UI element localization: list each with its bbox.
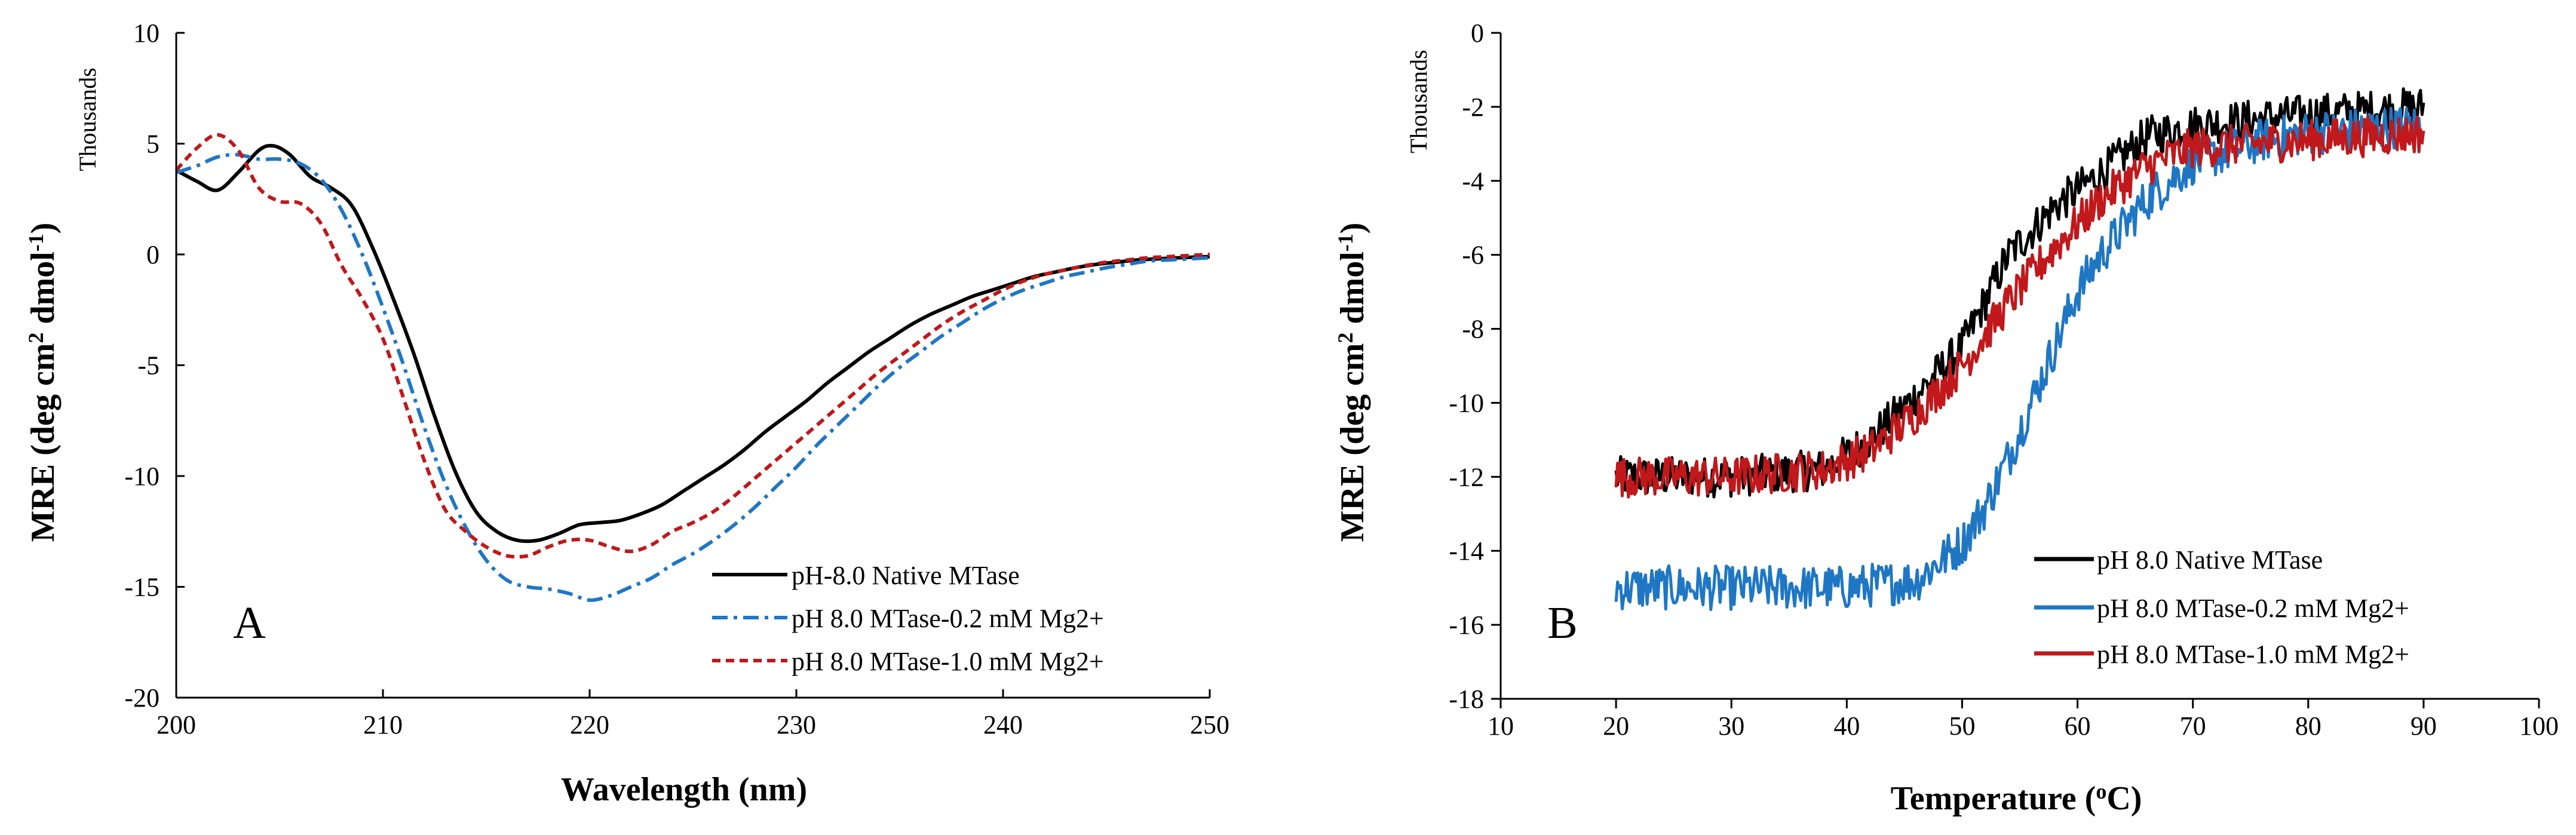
chart-a-y-tick-label: -20	[124, 683, 160, 713]
chart-a-y-tick-label: 0	[146, 240, 160, 269]
chart-b-y-tick-labels: 0 -2 -4 -6 -8 -10 -12 -14 -16 -18	[1449, 19, 1484, 714]
chart-b-panel-label: B	[1547, 598, 1578, 648]
chart-a-x-axis-label: Wavelength (nm)	[561, 771, 807, 808]
chart-b-legend-label-native: pH 8.0 Native MTase	[2097, 545, 2323, 575]
chart-a-y-tick-labels: 10 5 0 -5 -10 -15 -20	[124, 19, 160, 713]
chart-a-ylabel-mid: dmol	[24, 251, 62, 332]
chart-b-ylabel-main: MRE (deg cm	[1334, 343, 1371, 542]
chart-b-y-tick-label: -2	[1462, 93, 1484, 122]
chart-b-y-tick-label: -12	[1449, 462, 1484, 492]
chart-b-y-tick-label: 0	[1471, 19, 1484, 48]
chart-b-ylabel-mid: dmol	[1334, 251, 1371, 332]
chart-b-x-tick-label: 50	[1949, 711, 1975, 741]
chart-a-legend-label-native: pH-8.0 Native MTase	[792, 561, 1020, 590]
chart-b-series-2-line	[1614, 115, 2425, 499]
chart-a-ylabel-sup2: -1	[24, 234, 48, 251]
chart-b-y-axis-label: MRE (deg cm2 dmol-1)	[1333, 223, 1371, 542]
chart-a-y-tick-label: -15	[124, 573, 160, 602]
chart-a-legend-label-mg02: pH 8.0 MTase-0.2 mM Mg2+	[792, 604, 1104, 633]
chart-b-legend: pH 8.0 Native MTase pH 8.0 MTase-0.2 mM …	[2034, 545, 2409, 669]
chart-a-ylabel-main: MRE (deg cm	[24, 343, 62, 542]
chart-a-x-tick-label: 230	[777, 710, 816, 739]
chart-b-legend-label-mg10: pH 8.0 MTase-1.0 mM Mg2+	[2097, 640, 2409, 669]
chart-b-ylabel-sup2: -1	[1333, 234, 1357, 251]
chart-a-series-group	[174, 133, 1210, 602]
chart-a-x-tick-label: 210	[363, 710, 403, 739]
chart-b-series-group	[1614, 87, 2425, 612]
chart-b-y-tick-label: -6	[1462, 241, 1484, 270]
chart-b-x-tick-label: 60	[2065, 711, 2091, 741]
chart-b-xlabel-end: C)	[2106, 780, 2142, 817]
chart-a-y-tick-label: 5	[146, 130, 160, 159]
chart-b-x-tick-label: 10	[1488, 711, 1514, 741]
chart-b-x-axis-label: Temperature (oC)	[1891, 779, 2142, 817]
chart-a-series-1-line	[176, 152, 1210, 602]
chart-a-panel-label: A	[233, 598, 266, 648]
chart-a-y-unit-label: Thousands	[74, 67, 101, 171]
chart-a-ylabel-sup1: 2	[24, 333, 48, 343]
chart-b-y-tick-label: -10	[1449, 388, 1484, 418]
chart-a-series-2-line	[174, 133, 1210, 559]
chart-b-y-tick-label: -14	[1449, 536, 1484, 566]
chart-b-x-tick-label: 40	[1833, 711, 1860, 741]
chart-a-y-tick-label: -5	[137, 351, 160, 380]
chart-a-ylabel-end: )	[24, 223, 62, 234]
chart-b-ylabel-end: )	[1334, 223, 1371, 234]
chart-b: 10 20 30 40 50 60 70 80 90 100 0-2-4-6-8-10-12-14…	[1333, 19, 2559, 817]
chart-a-x-tick-label: 220	[570, 710, 609, 739]
chart-b-legend-label-mg02: pH 8.0 MTase-0.2 mM Mg2+	[2097, 594, 2409, 623]
chart-a-y-axis-label: MRE (deg cm2 dmol-1)	[24, 223, 62, 542]
chart-b-x-tick-label: 80	[2295, 711, 2322, 741]
chart-b-ticks	[1491, 32, 2540, 708]
chart-a-x-tick-labels: 200 210 220 230 240 250	[157, 710, 1229, 739]
chart-b-y-tick-label: -8	[1462, 315, 1484, 344]
chart-b-y-tick-label: -4	[1462, 167, 1484, 196]
chart-b-x-tick-label: 70	[2180, 711, 2206, 741]
chart-b-xlabel-sup: o	[2096, 779, 2106, 803]
chart-b-y-tick-label: -18	[1449, 684, 1484, 714]
chart-b-y-unit-label: Thousands	[1405, 50, 1432, 153]
chart-a-x-tick-label: 200	[157, 710, 196, 739]
chart-a-legend: pH-8.0 Native MTase pH 8.0 MTase-0.2 mM …	[712, 561, 1104, 676]
chart-b-x-tick-label: 30	[1718, 711, 1744, 741]
chart-a-ticks	[175, 32, 1211, 699]
chart-b-x-tick-label: 20	[1603, 711, 1629, 741]
chart-b-x-tick-labels: 10 20 30 40 50 60 70 80 90 100	[1488, 711, 2559, 741]
chart-a: 200 210 220 230 240 250 10 5 0 -5 -10 -15 -20 Thous…	[24, 19, 1229, 808]
chart-b-x-tick-label: 90	[2411, 711, 2437, 741]
chart-b-x-tick-label: 100	[2519, 711, 2559, 741]
chart-b-ylabel-sup1: 2	[1333, 333, 1357, 343]
chart-a-x-tick-label: 240	[983, 710, 1023, 739]
chart-b-xlabel-main: Temperature (	[1891, 780, 2096, 817]
chart-b-y-tick-label: -16	[1449, 610, 1484, 640]
chart-a-x-tick-label: 250	[1190, 710, 1229, 739]
chart-a-legend-label-mg10: pH 8.0 MTase-1.0 mM Mg2+	[792, 647, 1104, 676]
chart-a-y-tick-label: -10	[124, 462, 160, 491]
chart-a-y-tick-label: 10	[133, 19, 160, 48]
